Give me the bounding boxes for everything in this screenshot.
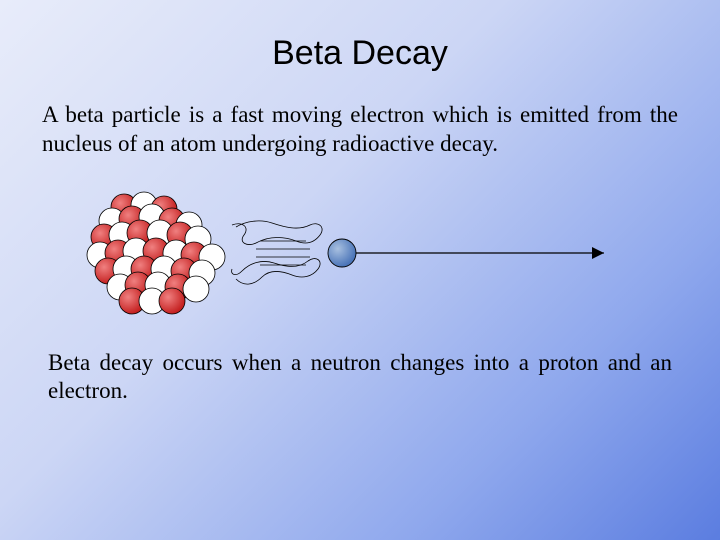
beta-decay-diagram — [74, 177, 634, 327]
paragraph-2: Beta decay occurs when a neutron changes… — [0, 349, 720, 407]
paragraph-1: A beta particle is a fast moving electro… — [0, 101, 720, 159]
slide-title: Beta Decay — [0, 0, 720, 101]
